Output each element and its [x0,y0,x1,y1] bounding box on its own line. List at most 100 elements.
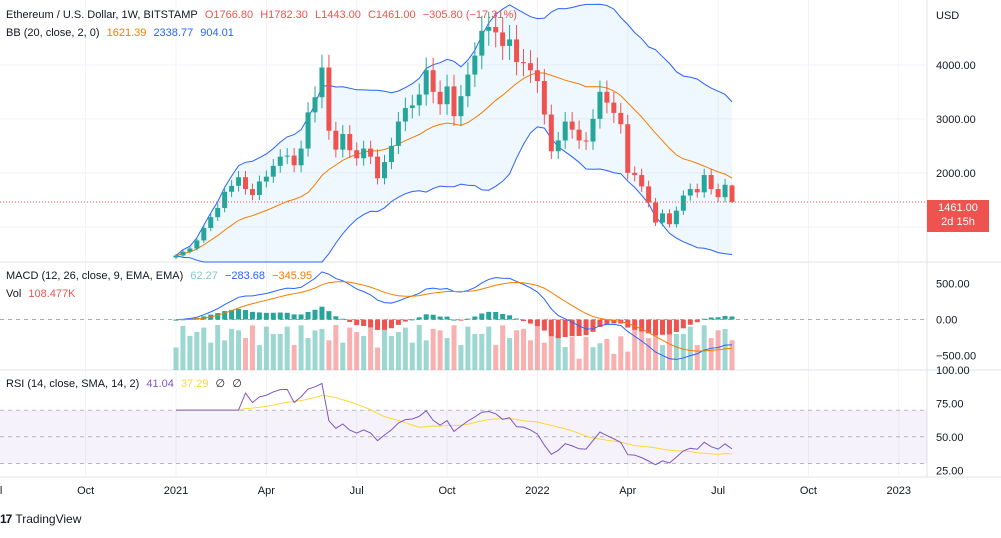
volume-bar [333,325,339,370]
candle-body [368,148,374,157]
volume-bar [576,358,582,370]
candle-body [243,177,248,190]
time-axis-label: Oct [77,485,94,497]
volume-bar [208,342,214,370]
volume-bar [486,326,492,370]
volume-bar [256,345,262,370]
candle-body [437,91,443,105]
volume-bar [729,340,735,370]
macd-histogram-bar [270,312,276,320]
macd-histogram-bar [395,319,401,325]
high-value: H1782.30 [260,9,308,21]
macd-histogram-bar [666,319,672,335]
candle-body [180,251,186,256]
macd-histogram-bar [416,317,422,320]
rsi-axis-label: 100.00 [936,365,970,377]
candle-body [326,67,332,131]
volume-bar [382,325,387,370]
volume-bar [590,347,596,370]
volume-bar [548,327,554,370]
macd-histogram-bar [708,317,714,320]
candle-body [375,156,381,179]
bb-lower-line [175,126,733,263]
currency-label: USD [936,10,959,22]
candle-body [555,140,561,152]
volume-bar [722,328,728,370]
vol-legend: Vol 108.477K [6,288,79,300]
candle-body [472,55,478,75]
bb-basis-value: 1621.39 [106,27,147,39]
macd-histogram-bar [409,319,415,321]
candle-body [660,213,665,223]
vol-value: 108.477K [28,288,76,300]
bar-countdown: 2d 15h [941,216,975,228]
macd-histogram-bar [597,319,603,327]
macd-histogram-bar [541,319,547,331]
volume-bar [632,328,638,370]
candle-body [729,185,735,202]
candle-body [249,189,255,196]
macd-histogram-bar [527,319,533,324]
volume-bar [249,325,255,370]
volume-bar [312,330,318,370]
candle-body [708,175,714,190]
candle-body [187,248,193,252]
time-axis-label: Jul [0,485,2,497]
macd-histogram-bar [493,311,499,320]
volume-bar [472,333,478,370]
candle-body [340,133,346,150]
candle-body [458,96,464,117]
candle-body [569,121,575,130]
macd-histogram-bar [660,319,665,335]
candle-body [284,155,290,157]
volume-bar [660,345,665,370]
macd-histogram-bar [326,311,332,320]
volume-bar [437,330,443,370]
volume-bar [291,345,297,370]
volume-bar [222,340,228,370]
macd-histogram-bar [472,316,478,320]
candle-body [722,184,728,198]
candle-body [270,165,276,177]
candle-body [256,181,262,196]
volume-bar [500,325,506,370]
volume-bar [493,345,499,370]
candle-body [548,114,554,152]
candle-body [416,94,422,106]
volume-bar [375,347,381,370]
bb-legend: BB (20, close, 2, 0) 1621.39 2338.77 904… [6,27,238,39]
candle-body [479,30,485,56]
rsi-sma-value: 37.29 [180,378,209,390]
candle-body [319,67,325,98]
volume-bar [444,338,450,370]
volume-bar [326,340,332,370]
macd-histogram-bar [555,319,561,339]
macd-legend: MACD (12, 26, close, 9, EMA, EMA) 62.27 … [6,270,316,282]
macd-histogram-bar [229,309,235,320]
volume-bar [604,338,610,370]
tradingview-logo[interactable]: 17 TradingView [0,512,81,526]
macd-histogram-bar [215,313,221,320]
volume-bar [618,336,624,370]
macd-histogram-bar [319,306,325,320]
macd-histogram-bar [673,319,679,333]
macd-histogram-bar [507,315,513,320]
candle-body [562,121,568,141]
macd-histogram-bar [277,312,283,320]
bb-fill [176,4,732,262]
volume-bar [395,332,401,370]
volume-bar [361,335,367,370]
volume-bar [514,330,520,370]
macd-histogram-bar [340,318,346,320]
candle-body [298,148,304,166]
macd-histogram-bar [173,319,179,321]
candle-body [354,150,360,159]
macd-histogram-bar [465,318,471,320]
volume-bar [666,326,672,370]
rsi-axis-label: 25.00 [936,465,964,477]
volume-bar [507,338,513,370]
volume-bar [646,338,652,370]
macd-histogram-bar [388,319,394,329]
candle-body [597,91,603,119]
